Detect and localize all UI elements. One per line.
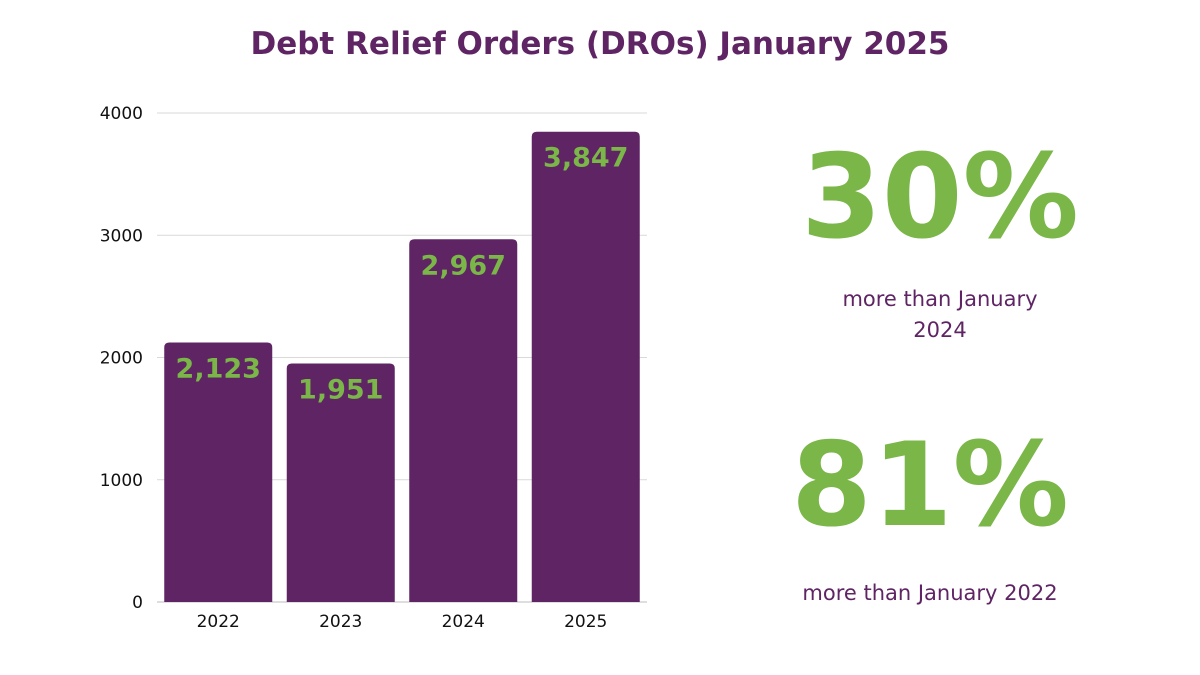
- chart-title: Debt Relief Orders (DROs) January 2025: [250, 26, 950, 62]
- y-tick-label: 2000: [100, 349, 143, 369]
- bars: 2,123 1,951 2,967 3,847: [164, 131, 640, 603]
- stat-caption-vs-2024: more than January 2024: [842, 287, 1038, 342]
- x-tick-label: 2023: [319, 612, 362, 632]
- y-tick-label: 0: [132, 593, 143, 613]
- data-label-2023: 1,951: [298, 374, 383, 405]
- bar-chart: 0 1000 2000 3000 4000 2,123 1,951 2,967 3,847 2…: [100, 104, 647, 632]
- bar-2022: [164, 342, 273, 602]
- y-axis-ticks: 0 1000 2000 3000 4000: [100, 104, 143, 613]
- stat-caption-vs-2022: more than January 2022: [802, 581, 1058, 605]
- data-label-2022: 2,123: [176, 353, 261, 384]
- stat-block-vs-2024: 30% more than January 2024: [790, 140, 1090, 346]
- x-tick-label: 2024: [442, 612, 485, 632]
- y-tick-label: 1000: [100, 471, 143, 491]
- y-tick-label: 3000: [100, 226, 143, 246]
- data-label-2024: 2,967: [421, 250, 506, 281]
- x-axis-ticks: 2022 2023 2024 2025: [197, 612, 608, 632]
- bar-2025: [531, 131, 640, 602]
- y-tick-label: 4000: [100, 104, 143, 124]
- stat-block-vs-2022: 81% more than January 2022: [770, 428, 1090, 609]
- stat-value-vs-2022: 81%: [791, 418, 1069, 553]
- data-label-2025: 3,847: [543, 143, 628, 174]
- x-tick-label: 2025: [564, 612, 607, 632]
- x-tick-label: 2022: [197, 612, 240, 632]
- bar-2023: [286, 363, 395, 602]
- bar-2024: [409, 239, 518, 603]
- stat-value-vs-2024: 30%: [801, 130, 1079, 265]
